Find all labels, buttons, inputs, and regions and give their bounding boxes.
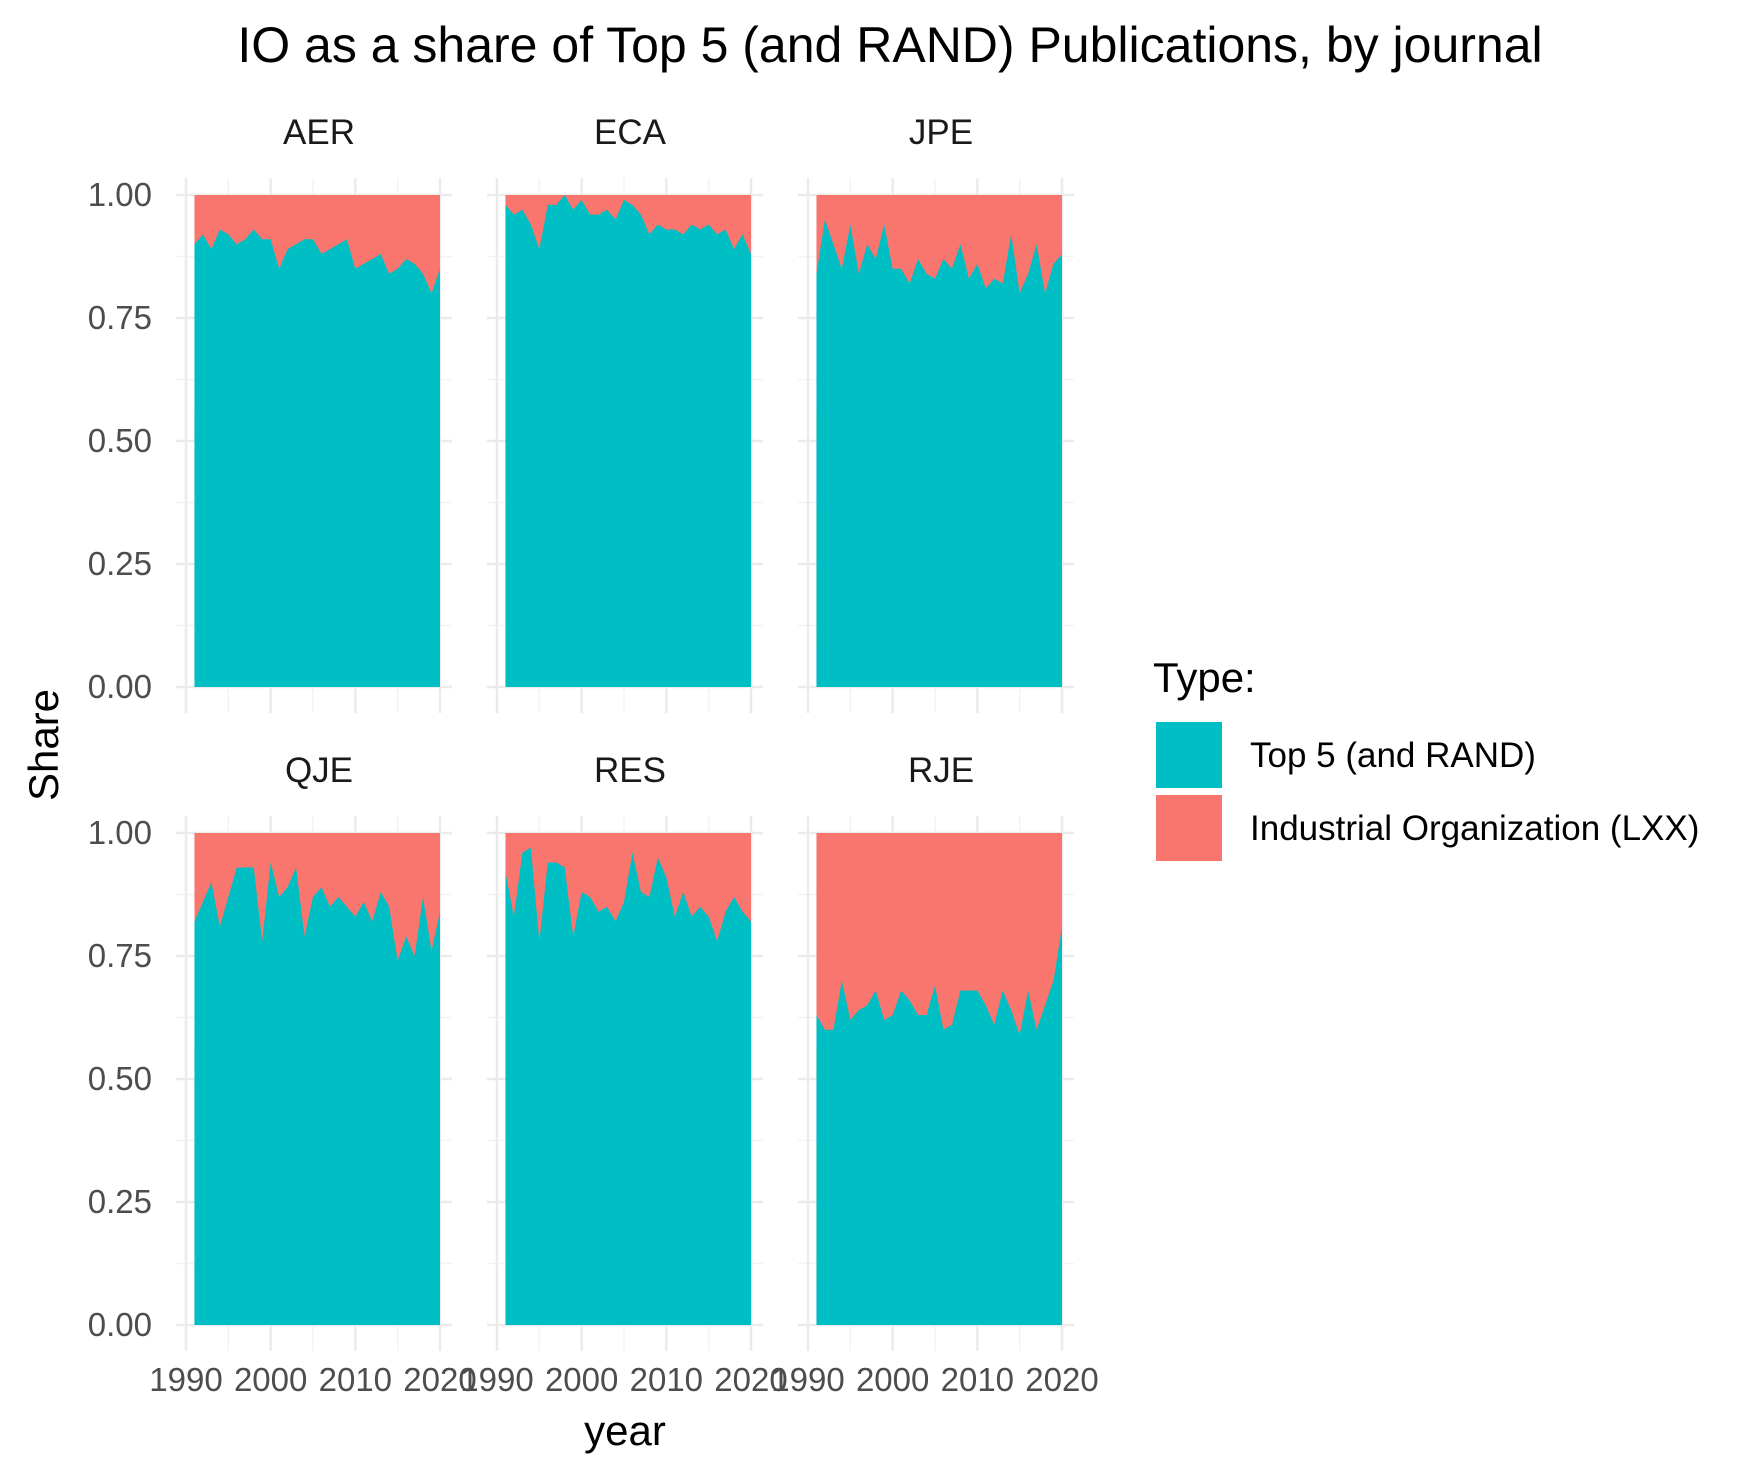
- panel-eca: ECA: [487, 113, 763, 713]
- legend-swatch: [1156, 722, 1222, 788]
- x-tick-label: 2020: [1025, 1361, 1098, 1398]
- panel-label: AER: [283, 113, 355, 152]
- area-top5-res: [505, 847, 751, 1325]
- legend-swatch: [1156, 795, 1222, 861]
- x-tick-label: 2020: [403, 1361, 476, 1398]
- panel-label: JPE: [909, 113, 973, 152]
- panel-res: RES 1990 2000 2010 2020: [460, 751, 787, 1398]
- legend-label: Industrial Organization (LXX): [1250, 809, 1699, 848]
- y-tick-label: 0.50: [88, 422, 152, 459]
- chart-title: IO as a share of Top 5 (and RAND) Public…: [237, 17, 1542, 73]
- x-tick-label: 1990: [460, 1361, 533, 1398]
- y-tick-label: 0.75: [88, 937, 152, 974]
- x-tick-label: 2010: [941, 1361, 1014, 1398]
- x-tick-label: 1990: [771, 1361, 844, 1398]
- panel-label: RES: [594, 751, 666, 790]
- y-tick-label: 0.25: [88, 1183, 152, 1220]
- panel-label: QJE: [285, 751, 353, 790]
- x-axis-title: year: [584, 1407, 666, 1454]
- y-tick-label: 0.75: [88, 299, 152, 336]
- y-tick-label: 1.00: [88, 176, 152, 213]
- panel-aer: AER 0.00 0.25 0.50 0.75 1.00: [88, 113, 452, 713]
- y-tick-label: 0.50: [88, 1060, 152, 1097]
- area-top5-eca: [505, 195, 751, 687]
- x-tick-label: 2020: [714, 1361, 787, 1398]
- x-tick-label: 2000: [545, 1361, 618, 1398]
- panel-rje: RJE 1990 2000 2010 2020: [771, 751, 1098, 1398]
- area-top5-aer: [194, 229, 440, 687]
- y-tick-label: 0.00: [88, 668, 152, 705]
- panel-qje: QJE 0.00 0.25 0.50 0.75 1.00 1990 2000 2010 2020: [88, 751, 477, 1398]
- x-tick-label: 2010: [319, 1361, 392, 1398]
- panel-label: ECA: [594, 113, 667, 152]
- area-top5-rje: [816, 926, 1062, 1325]
- y-tick-label: 0.00: [88, 1306, 152, 1343]
- legend-title: Type:: [1153, 654, 1256, 701]
- panels: AER 0.00 0.25 0.50 0.75 1.00 ECA JPE QJE 0.00 0.25…: [88, 113, 1099, 1398]
- x-tick-label: 2000: [234, 1361, 307, 1398]
- y-axis-title: Share: [20, 689, 67, 801]
- panel-label: RJE: [908, 751, 974, 790]
- y-tick-label: 1.00: [88, 814, 152, 851]
- x-tick-label: 2000: [856, 1361, 929, 1398]
- panel-jpe: JPE: [798, 113, 1074, 713]
- area-top5-qje: [194, 862, 440, 1325]
- legend-label: Top 5 (and RAND): [1250, 736, 1536, 775]
- x-tick-label: 1990: [149, 1361, 222, 1398]
- x-tick-label: 2010: [630, 1361, 703, 1398]
- y-tick-label: 0.25: [88, 545, 152, 582]
- area-top5-jpe: [816, 219, 1062, 687]
- legend: Type: Top 5 (and RAND) Industrial Organiz…: [1153, 654, 1699, 861]
